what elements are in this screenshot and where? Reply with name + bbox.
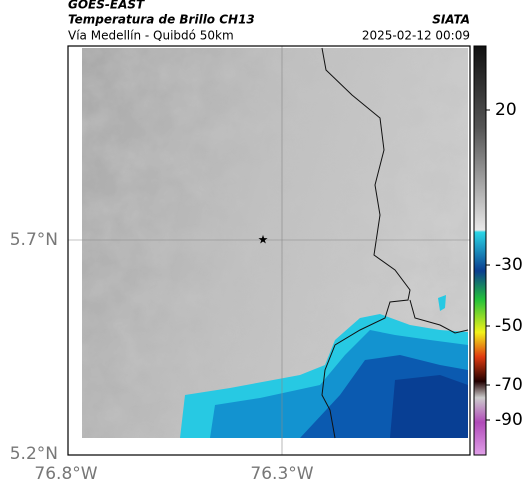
- source-title: GOES-EAST: [68, 0, 145, 12]
- colorbar-label: -70: [495, 375, 523, 395]
- colorbar-label: -50: [495, 316, 523, 336]
- satellite-image: [82, 48, 468, 438]
- product-title: Temperatura de Brillo CH13: [68, 13, 255, 27]
- timestamp: 2025-02-12 00:09: [362, 29, 470, 43]
- lon-label: 76.8°W: [34, 464, 97, 484]
- location-star: ★: [258, 233, 269, 247]
- graticule: [68, 46, 470, 455]
- agency: SIATA: [432, 13, 470, 27]
- lat-label: 5.7°N: [10, 230, 58, 250]
- colorbar-label: 20: [495, 100, 517, 120]
- colorbar-label: -90: [495, 410, 523, 430]
- colorbar-ticks: 20 -30 -50 -70 -90: [486, 100, 523, 430]
- map-frame: [67, 45, 471, 456]
- region: Vía Medellín - Quibdó 50km: [68, 29, 234, 43]
- lat-label: 5.2°N: [10, 444, 58, 464]
- lon-label: 76.3°W: [250, 464, 313, 484]
- coastline: [321, 47, 469, 439]
- colorbar-label: -30: [495, 255, 523, 275]
- colorbar: [473, 45, 487, 456]
